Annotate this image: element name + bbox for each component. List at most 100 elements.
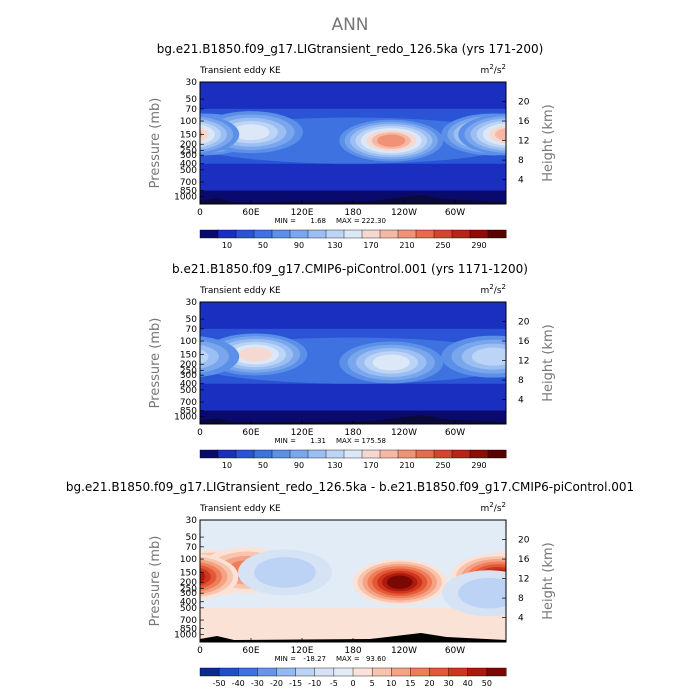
- colorbar-label: 0: [350, 679, 355, 688]
- y-tick-label: 200: [180, 140, 197, 150]
- x-tick-label: 60W: [445, 208, 465, 218]
- stat-min-label: MIN =: [275, 217, 297, 225]
- y-tick-label: 300: [180, 151, 197, 161]
- y-tick-label: 150: [180, 350, 197, 360]
- units-exp: 2: [489, 283, 493, 291]
- y2-tick-label: 20: [518, 536, 530, 546]
- x-tick-label: 0: [197, 428, 203, 438]
- colorbar-swatch: [433, 449, 453, 459]
- colorbar-label: 130: [327, 461, 342, 470]
- x-tick-label: 180: [344, 208, 361, 218]
- y2-tick-label: 16: [518, 555, 530, 565]
- colorbar-swatch: [361, 229, 381, 239]
- units-base: m: [481, 504, 490, 514]
- y-tick-label: 250: [180, 584, 197, 594]
- x-tick-label: 180: [344, 428, 361, 438]
- y2-tick-label: 4: [518, 396, 524, 406]
- colorbar-label: -50: [213, 679, 226, 688]
- y2-axis-label: Height (km): [541, 324, 556, 401]
- colorbar-label: 50: [258, 241, 268, 250]
- y2-axis-label: Height (km): [541, 542, 556, 619]
- y-tick-label: 500: [180, 386, 197, 396]
- y-tick-label: 100: [180, 337, 197, 347]
- y-tick-label: 850: [180, 407, 197, 417]
- ke-maximum-wrap-2: [200, 349, 209, 364]
- stat-max-value: 93.60: [366, 655, 386, 663]
- topography: [200, 415, 506, 424]
- colorbar-swatch: [448, 667, 469, 677]
- y-tick-label: 700: [180, 616, 197, 626]
- ke-maximum-wrap-2: [200, 344, 219, 369]
- colorbar-label: 15: [405, 679, 415, 688]
- units-exp-2: 2: [502, 501, 506, 509]
- variable-label: Transient eddy KE: [199, 66, 281, 76]
- x-tick-label: 180: [344, 646, 361, 656]
- y-tick-label: 250: [180, 366, 197, 376]
- diff-extremum-wrap-4: [200, 571, 206, 583]
- stat-min-value: 1.68: [310, 217, 326, 225]
- units-exp: 2: [489, 501, 493, 509]
- panel-3: bg.e21.B1850.f09_g17.LIGtransient_redo_1…: [66, 480, 634, 688]
- colorbar-label: 10: [222, 461, 232, 470]
- colorbar-label: 40: [463, 679, 473, 688]
- x-tick-label: 60W: [445, 428, 465, 438]
- y-tick-label: 250: [180, 146, 197, 156]
- units-tail: /s: [494, 504, 502, 514]
- y2-tick-label: 16: [518, 337, 530, 347]
- colorbar-swatch: [391, 667, 411, 677]
- ke-maximum-2: [471, 347, 506, 366]
- x-tick-label: 60E: [242, 646, 259, 656]
- x-tick-label: 0: [197, 208, 203, 218]
- diff-extremum-5: [458, 577, 506, 609]
- y-tick-label: 50: [186, 533, 198, 543]
- colorbar-swatch: [352, 667, 373, 677]
- colorbar-swatch: [361, 449, 381, 459]
- ke-maximum-2: [377, 134, 406, 147]
- colorbar-swatch: [325, 449, 345, 459]
- colorbar-swatch: [469, 449, 489, 459]
- ke-maximum-1: [232, 124, 270, 141]
- panel-2: b.e21.B1850.f09_g17.CMIP6-piControl.001 …: [148, 262, 556, 470]
- y2-tick-label: 12: [518, 357, 529, 367]
- ke-maximum-0: [238, 347, 272, 362]
- colorbar-swatch: [199, 449, 219, 459]
- panel-1: bg.e21.B1850.f09_g17.LIGtransient_redo_1…: [148, 42, 556, 250]
- colorbar-swatch: [451, 229, 471, 239]
- colorbar-label: -20: [270, 679, 283, 688]
- colorbar-swatch: [371, 667, 392, 677]
- colorbar-label: 210: [399, 241, 414, 250]
- y-tick-label: 700: [180, 178, 197, 188]
- panel-title: bg.e21.B1850.f09_g17.LIGtransient_redo_1…: [157, 42, 544, 56]
- colorbar-swatch: [199, 229, 219, 239]
- stat-min-value: 1.31: [310, 437, 326, 445]
- stat-min-label: MIN =: [275, 437, 297, 445]
- colorbar-label: 130: [327, 241, 342, 250]
- colorbar-swatch: [487, 449, 507, 459]
- colorbar-swatch: [253, 449, 273, 459]
- y2-tick-label: 4: [518, 614, 524, 624]
- colorbar-swatch: [238, 667, 258, 677]
- colorbar-swatch: [451, 449, 471, 459]
- contour-field: [200, 82, 506, 204]
- colorbar-swatch: [325, 229, 345, 239]
- colorbar-swatch: [397, 449, 417, 459]
- y-tick-label: 30: [186, 298, 198, 308]
- stat-min-label: MIN =: [275, 655, 297, 663]
- colorbar-swatch: [253, 229, 273, 239]
- colorbar-label: 290: [471, 241, 486, 250]
- topography: [200, 633, 506, 642]
- diff-extremum-2: [254, 557, 316, 588]
- y-tick-label: 300: [180, 371, 197, 381]
- panel-title: bg.e21.B1850.f09_g17.LIGtransient_redo_1…: [66, 480, 634, 494]
- colorbar-swatch: [469, 229, 489, 239]
- y-tick-label: 200: [180, 360, 197, 370]
- colorbar-label: 10: [386, 679, 396, 688]
- colorbar-label: 50: [258, 461, 268, 470]
- colorbar-swatch: [379, 229, 399, 239]
- colorbar-swatch: [333, 667, 354, 677]
- colorbar-swatch: [486, 667, 507, 677]
- y-tick-label: 200: [180, 578, 197, 588]
- x-tick-label: 120E: [291, 208, 314, 218]
- colorbar-swatch: [276, 667, 297, 677]
- colorbar-swatch: [415, 229, 435, 239]
